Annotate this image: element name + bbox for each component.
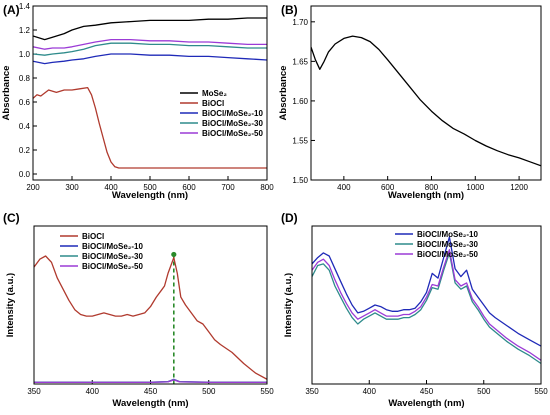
x-tick-label: 500	[202, 387, 216, 396]
y-tick-label: 0.8	[19, 74, 31, 83]
panel-letter: (C)	[3, 211, 20, 225]
legend-entry: BiOCl	[82, 232, 104, 241]
y-axis-title: Intensity (a.u.)	[283, 273, 294, 337]
x-tick-label: 1200	[510, 183, 528, 192]
y-tick-label: 1.2	[19, 26, 31, 35]
chart-panel-d: (D) 350 400 450 500 550 Wavelength (nm) Intensi…	[281, 211, 548, 409]
series-line-biocl-mose-30	[33, 42, 267, 56]
y-tick-label: 1.55	[292, 136, 308, 145]
series-line-biocl-mose-10	[33, 53, 267, 65]
x-tick-label: 800	[425, 183, 439, 192]
x-tick-label: 200	[26, 183, 40, 192]
chart-panel-c: (C) 350 400 450 500 550 Wavelength (nm) Intensi…	[3, 211, 274, 409]
legend-entry: BiOCl/MoSe₂-50	[82, 262, 143, 271]
chart-panel-a: (A) 200 300 400 500 600 700 800 0.0 0.2 0.4 0.6 0.8 1…	[1, 2, 274, 201]
plot-frame	[311, 225, 542, 385]
x-tick-label: 350	[27, 387, 41, 396]
x-tick-label: 600	[182, 183, 196, 192]
legend: MoSe₂BiOClBiOCl/MoSe₂-10BiOCl/MoSe₂-30Bi…	[180, 89, 263, 138]
x-axis-title: Wavelength (nm)	[112, 398, 188, 409]
series-line-biocl	[33, 86, 267, 169]
y-tick-label: 1.0	[19, 50, 31, 59]
x-tick-label: 400	[104, 183, 118, 192]
x-tick-label: 600	[381, 183, 395, 192]
series-line-biocl	[34, 255, 267, 380]
legend: BiOClBiOCl/MoSe₂-10BiOCl/MoSe₂-30BiOCl/M…	[60, 232, 143, 271]
y-axis-title: Absorbance	[278, 66, 289, 121]
series-line-biocl-mose-50	[33, 38, 267, 50]
y-tick-label: 0.2	[19, 146, 31, 155]
x-tick-label: 700	[221, 183, 235, 192]
x-tick-label: 400	[86, 387, 100, 396]
series-line-spectrum	[311, 35, 541, 167]
legend-entry: BiOCl/MoSe₂-50	[417, 250, 478, 259]
series-line-biocl-mose-30	[312, 252, 541, 365]
x-tick-label: 800	[260, 183, 274, 192]
legend-entry: BiOCl/MoSe₂-30	[202, 119, 263, 128]
x-tick-label: 1000	[466, 183, 484, 192]
y-tick-label: 1.70	[292, 18, 308, 27]
y-tick-label: 1.50	[292, 176, 308, 185]
plot-frame	[32, 5, 268, 181]
panel-letter: (D)	[281, 211, 298, 225]
series-line-biocl-mose-50	[312, 249, 541, 361]
x-tick-label: 300	[65, 183, 79, 192]
x-tick-label: 400	[337, 183, 351, 192]
legend-entry: BiOCl	[202, 99, 224, 108]
y-tick-label: 1.65	[292, 57, 308, 66]
series-line-mose-	[33, 17, 267, 41]
legend-entry: BiOCl/MoSe₂-30	[82, 252, 143, 261]
chart-panel-b: (B) 400 600 800 1000 1200 1.50 1.55 1.60 1.65 1.70…	[278, 3, 542, 201]
y-axis-title: Intensity (a.u.)	[5, 273, 16, 337]
series-line-biocl-mose-50	[34, 379, 267, 384]
legend: BiOCl/MoSe₂-10BiOCl/MoSe₂-30BiOCl/MoSe₂-…	[395, 230, 478, 259]
annotation-dot	[171, 251, 177, 258]
x-tick-label: 400	[363, 387, 377, 396]
y-tick-label: 0.6	[19, 98, 31, 107]
x-tick-label: 350	[305, 387, 319, 396]
legend-entry: MoSe₂	[202, 89, 227, 98]
x-tick-label: 500	[143, 183, 157, 192]
x-tick-label: 550	[534, 387, 548, 396]
x-axis-title: Wavelength (nm)	[388, 190, 464, 201]
x-tick-label: 550	[260, 387, 274, 396]
legend-entry: BiOCl/MoSe₂-10	[202, 109, 263, 118]
x-tick-label: 450	[144, 387, 158, 396]
plot-frame	[310, 5, 542, 181]
y-tick-label: 0.4	[19, 122, 31, 131]
panel-letter: (A)	[3, 3, 20, 17]
legend-entry: BiOCl/MoSe₂-30	[417, 240, 478, 249]
legend-entry: BiOCl/MoSe₂-10	[417, 230, 478, 239]
x-axis-title: Wavelength (nm)	[112, 190, 188, 201]
legend-entry: BiOCl/MoSe₂-50	[202, 129, 263, 138]
legend-entry: BiOCl/MoSe₂-10	[82, 242, 143, 251]
x-tick-label: 500	[477, 387, 491, 396]
plot-frame	[33, 225, 268, 385]
series-line-biocl-mose-10	[312, 236, 541, 347]
panel-letter: (B)	[281, 3, 298, 17]
x-axis-title: Wavelength (nm)	[388, 398, 464, 409]
y-tick-label: 1.60	[292, 97, 308, 106]
y-tick-label: 0.0	[19, 170, 31, 179]
y-tick-label: 1.4	[19, 2, 31, 11]
y-axis-title: Absorbance	[1, 66, 12, 121]
x-tick-label: 450	[420, 387, 434, 396]
